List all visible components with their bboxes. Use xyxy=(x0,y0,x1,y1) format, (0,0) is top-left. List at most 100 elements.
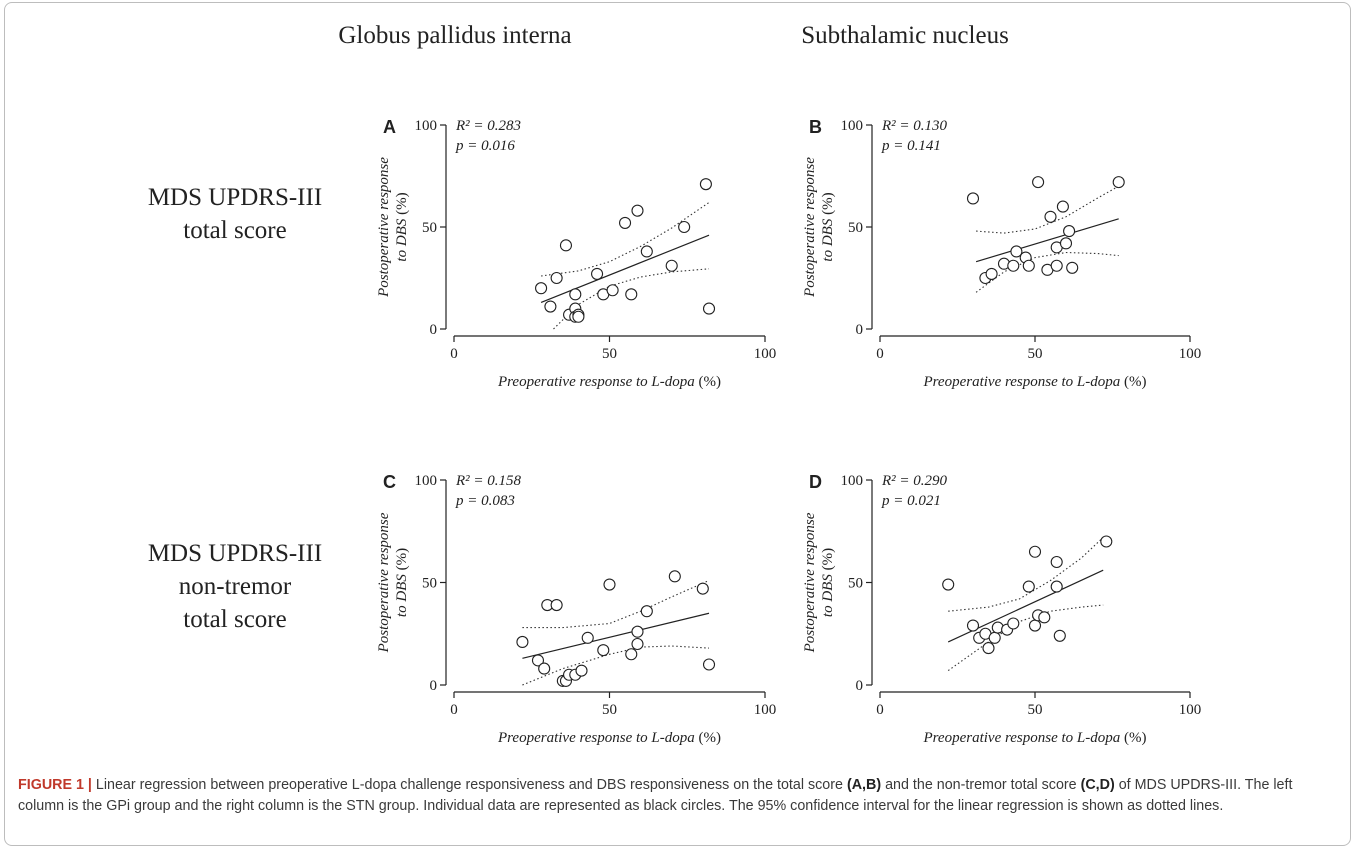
x-axis-label: Preoperative response to L-dopa (%) xyxy=(497,374,721,390)
data-point xyxy=(544,300,557,313)
ci-upper-line xyxy=(976,185,1119,234)
y-axis-label-text: to DBS xyxy=(394,574,410,617)
data-point xyxy=(597,644,610,657)
x-tick-label: 100 xyxy=(754,346,777,362)
y-axis-label-unit: (%) xyxy=(394,548,410,574)
x-axis-label-text: Preoperative response to L-dopa xyxy=(497,374,695,390)
data-point xyxy=(699,178,712,191)
panel-letter: C xyxy=(383,472,396,492)
y-axis-label-line1: Postoperative response xyxy=(802,157,818,298)
data-point xyxy=(1112,176,1125,189)
figure-frame xyxy=(4,2,1351,846)
data-point xyxy=(1050,580,1063,593)
column-header-stn: Subthalamic nucleus xyxy=(801,22,1009,49)
y-axis-label-line2: to DBS (%) xyxy=(820,548,836,617)
data-point xyxy=(668,570,681,583)
caption-panel-ref: (A,B) xyxy=(846,777,882,793)
x-tick-label: 0 xyxy=(876,346,884,362)
data-point xyxy=(591,267,604,280)
y-tick-label: 0 xyxy=(430,678,438,694)
data-point xyxy=(1053,629,1066,642)
y-axis-label-text: to DBS xyxy=(394,218,410,261)
row-label-non-tremor-score: MDS UPDRS-III non-tremor total score xyxy=(110,537,360,636)
y-tick-label: 0 xyxy=(856,678,864,694)
x-axis-label-text: Preoperative response to L-dopa xyxy=(497,730,695,746)
y-axis-label-line2: to DBS (%) xyxy=(394,192,410,261)
row-label-line: total score xyxy=(183,606,287,633)
data-point xyxy=(1056,200,1069,213)
data-point xyxy=(1007,259,1020,272)
ci-lower-line xyxy=(947,604,1104,672)
x-tick-label: 0 xyxy=(876,702,884,718)
data-point xyxy=(640,245,653,258)
data-point xyxy=(631,625,644,638)
data-point xyxy=(575,664,588,677)
r-squared-label: R² = 0.130 xyxy=(881,118,948,134)
row-label-total-score: MDS UPDRS-III total score xyxy=(110,181,360,247)
data-point xyxy=(572,310,585,323)
y-axis-label-line1: Postoperative response xyxy=(376,157,392,298)
y-axis-label-line1: Postoperative response xyxy=(376,512,392,653)
data-point xyxy=(678,220,691,234)
panel-letter: A xyxy=(383,117,396,137)
x-tick-label: 0 xyxy=(450,346,458,362)
column-header-gpi: Globus pallidus interna xyxy=(338,22,572,49)
data-point xyxy=(1050,259,1063,272)
panel-a: 0 50 100 0 50 100 A R² = 0.283 p = 0.016 Preopera… xyxy=(376,117,776,390)
data-point xyxy=(603,578,616,591)
data-point xyxy=(535,282,548,295)
x-axis-label-text: Preoperative response to L-dopa xyxy=(922,730,1120,746)
y-axis-label-unit: (%) xyxy=(820,548,836,574)
y-tick-label: 50 xyxy=(848,576,863,592)
data-point xyxy=(606,284,619,297)
data-point xyxy=(531,654,545,667)
data-point xyxy=(550,598,563,612)
data-point xyxy=(550,271,563,285)
caption-panel-ref: (C,D) xyxy=(1080,777,1115,793)
data-point xyxy=(625,288,638,301)
data-point xyxy=(640,605,653,618)
data-point xyxy=(966,619,980,632)
data-point xyxy=(1038,611,1051,624)
data-point xyxy=(618,216,632,229)
y-axis-label-line2: to DBS (%) xyxy=(394,548,410,617)
x-tick-label: 0 xyxy=(450,702,458,718)
x-tick-label: 100 xyxy=(754,702,777,718)
data-point xyxy=(665,259,678,272)
p-value-label: p = 0.021 xyxy=(881,493,941,509)
y-tick-label: 50 xyxy=(422,220,437,236)
x-axis-label-unit: (%) xyxy=(695,374,721,390)
y-axis-label-text: to DBS xyxy=(820,218,836,261)
data-point xyxy=(559,239,573,252)
figure-caption: FIGURE 1 | Linear regression between pre… xyxy=(18,775,1338,817)
r-squared-label: R² = 0.158 xyxy=(455,473,522,489)
y-tick-label: 50 xyxy=(848,220,863,236)
data-point xyxy=(516,635,529,649)
x-axis-label: Preoperative response to L-dopa (%) xyxy=(922,730,1146,746)
x-axis-label-unit: (%) xyxy=(1120,730,1146,746)
regression-line xyxy=(540,234,710,304)
r-squared-label: R² = 0.283 xyxy=(455,118,521,134)
x-axis-label: Preoperative response to L-dopa (%) xyxy=(497,730,721,746)
row-label-line: total score xyxy=(183,217,287,244)
data-point xyxy=(702,302,716,315)
p-value-label: p = 0.016 xyxy=(455,138,515,154)
y-axis-label-line2: to DBS (%) xyxy=(820,192,836,261)
row-label-line: non-tremor xyxy=(178,573,292,600)
data-point xyxy=(1059,237,1073,250)
data-point xyxy=(982,642,995,655)
x-tick-label: 50 xyxy=(602,702,617,718)
x-axis-label-unit: (%) xyxy=(1120,374,1146,390)
data-point xyxy=(1063,225,1076,238)
regression-line xyxy=(522,612,710,659)
data-point xyxy=(1022,259,1035,272)
ci-lower-line xyxy=(522,645,710,686)
row-label-line: MDS UPDRS-III xyxy=(147,540,323,567)
x-axis-label-text: Preoperative response to L-dopa xyxy=(922,374,1120,390)
data-point xyxy=(569,288,582,301)
data-point xyxy=(985,267,998,280)
ci-upper-line xyxy=(541,202,710,277)
p-value-label: p = 0.083 xyxy=(455,493,515,509)
y-axis-label-text: to DBS xyxy=(820,574,836,617)
figure-panels: 0 50 100 0 50 100 A R² = 0.283 p = 0.016 Preopera… xyxy=(376,117,1201,746)
